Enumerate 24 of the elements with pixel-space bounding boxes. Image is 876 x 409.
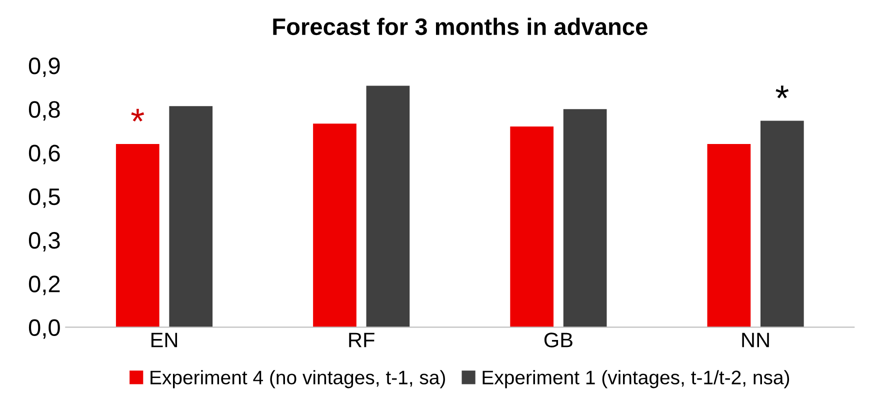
x-tick-label: NN	[742, 332, 769, 348]
y-tick-label: 0,3	[28, 232, 60, 252]
legend-label: Experiment 4 (no vintages, t-1, sa)	[150, 370, 445, 388]
bar	[366, 86, 410, 328]
bar	[707, 144, 751, 328]
y-tick-label: 0,6	[28, 144, 60, 164]
legend-label: Experiment 1 (vintages, t-1/t-2, nsa)	[482, 370, 790, 388]
bar	[760, 120, 804, 328]
y-tick-label: 0,2	[28, 276, 60, 296]
bar	[510, 126, 554, 328]
annotation: *	[776, 86, 789, 98]
y-tick-label: 0,8	[28, 101, 60, 121]
y-tick-label: 0,5	[28, 188, 60, 208]
chart-title: Forecast for 3 months in advance	[273, 18, 648, 36]
y-tick-label: 0,0	[28, 319, 60, 339]
y-tick-label: 0,9	[28, 58, 60, 78]
x-tick-label: GB	[544, 332, 572, 348]
bar	[313, 124, 356, 328]
x-tick-label: RF	[349, 332, 374, 348]
bar	[116, 144, 160, 328]
bar	[563, 109, 607, 328]
x-tick-label: EN	[151, 332, 178, 348]
bar	[169, 106, 213, 328]
annotation: *	[131, 108, 144, 122]
